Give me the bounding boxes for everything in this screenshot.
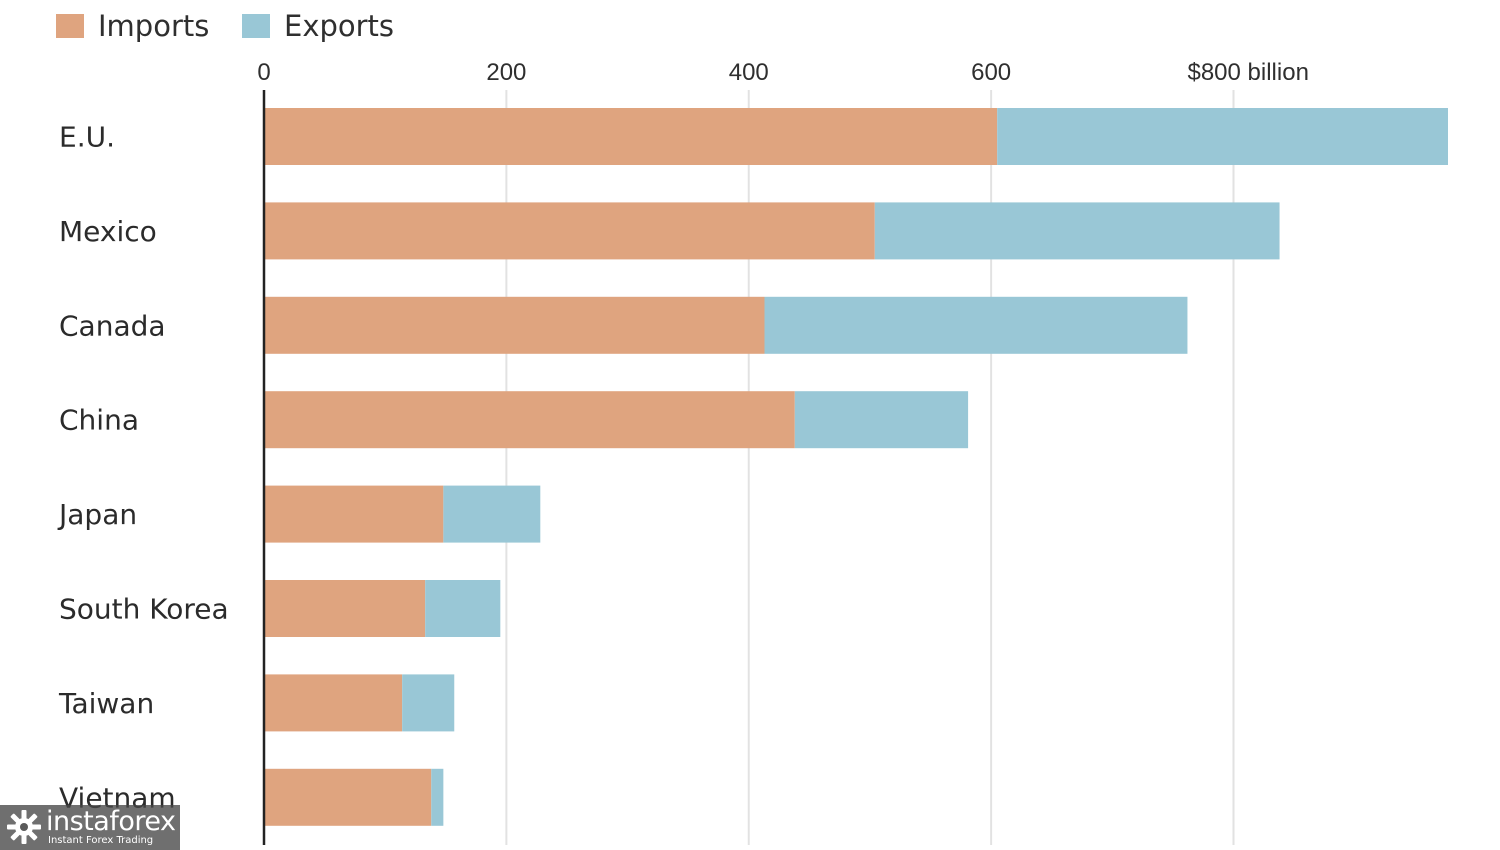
category-label-mexico: Mexico: [59, 215, 157, 248]
bar-e-u-imports: [264, 108, 998, 165]
bar-vietnam-imports: [264, 768, 432, 826]
bar-e-u-exports: [997, 108, 1448, 165]
bar-canada-imports: [264, 296, 765, 354]
bar-vietnam-exports: [431, 768, 444, 826]
category-label-south-korea: South Korea: [59, 593, 229, 626]
x-tick-label-400: 400: [729, 59, 769, 86]
legend-label-exports: Exports: [284, 9, 394, 43]
bar-south-korea-imports: [264, 580, 426, 637]
bar-china-imports: [264, 391, 795, 449]
x-tick-label-200: 200: [486, 59, 526, 86]
legend-swatch-imports: [56, 14, 84, 38]
watermark-tagline: Instant Forex Trading: [48, 835, 154, 846]
gear-logo-icon: [7, 810, 41, 844]
bar-japan-imports: [264, 485, 444, 543]
legend: Imports Exports: [56, 9, 394, 43]
watermark: instaforex Instant Forex Trading: [0, 805, 180, 850]
bar-china-exports: [794, 391, 969, 449]
legend-swatch-exports: [242, 14, 270, 38]
category-label-taiwan: Taiwan: [58, 687, 154, 720]
bar-japan-exports: [443, 485, 541, 543]
x-axis-ticks: 0 200 400 600 $800 billion: [257, 59, 1309, 86]
bar-canada-exports: [764, 296, 1188, 354]
category-label-japan: Japan: [57, 498, 137, 531]
bars: [264, 108, 1448, 826]
category-labels: E.U. Mexico Canada China Japan South Korea Tai…: [57, 121, 229, 815]
bar-south-korea-exports: [425, 580, 501, 637]
x-tick-label-0: 0: [257, 59, 270, 86]
x-tick-label-800: $800 billion: [1187, 59, 1308, 86]
bar-taiwan-exports: [402, 674, 455, 732]
legend-label-imports: Imports: [98, 9, 209, 43]
bar-mexico-exports: [874, 202, 1280, 260]
bar-mexico-imports: [264, 202, 875, 260]
category-label-canada: Canada: [59, 309, 166, 342]
x-tick-label-600: 600: [971, 59, 1011, 86]
category-label-e-u: E.U.: [59, 121, 115, 154]
watermark-name: instaforex: [46, 806, 176, 837]
bar-taiwan-imports: [264, 674, 403, 732]
category-label-china: China: [59, 404, 139, 437]
